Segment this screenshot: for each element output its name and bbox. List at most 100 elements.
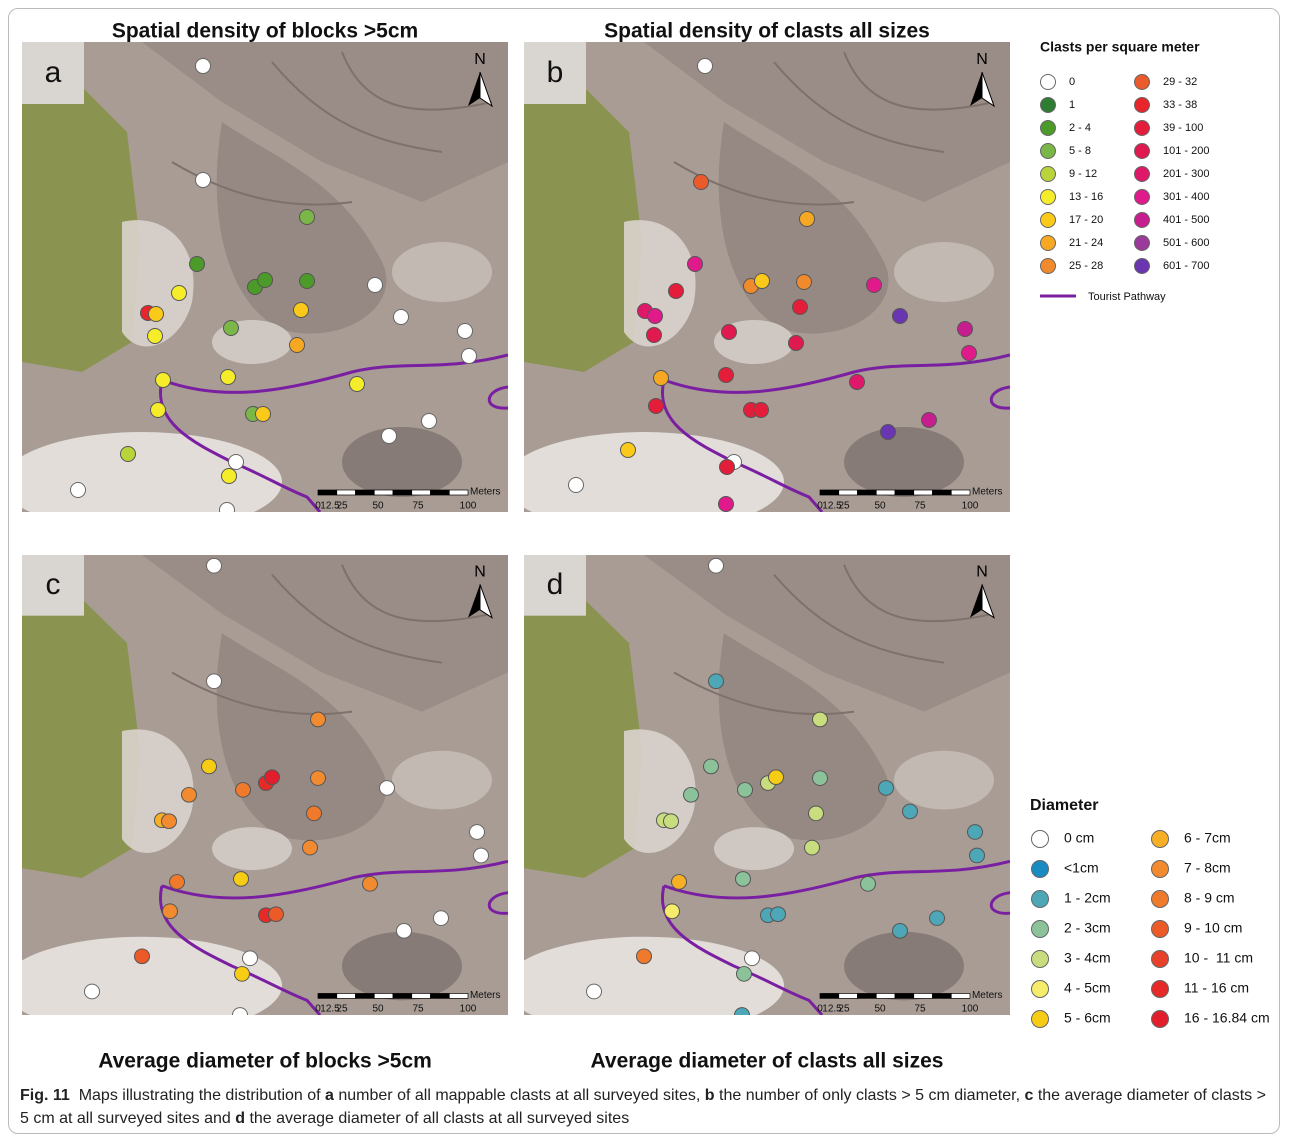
north-label: N — [474, 51, 486, 68]
site-dot — [649, 399, 664, 414]
site-dot — [470, 825, 485, 840]
site-dot — [148, 329, 163, 344]
site-dot — [737, 967, 752, 982]
site-dot — [958, 322, 973, 337]
site-dot — [462, 349, 477, 364]
scale-bar — [933, 490, 952, 495]
site-dot — [422, 414, 437, 429]
scale-bar — [412, 993, 431, 998]
site-dot — [809, 806, 824, 821]
scale-bar — [337, 490, 356, 495]
legend-label: 33 - 38 — [1163, 99, 1197, 111]
site-dot — [307, 806, 322, 821]
site-dot — [149, 307, 164, 322]
site-dot — [694, 175, 709, 190]
scale-unit: Meters — [972, 990, 1003, 1001]
scale-bar — [820, 490, 839, 495]
site-dot — [182, 787, 197, 802]
site-dot — [861, 877, 876, 892]
legend-label: 1 - 2cm — [1064, 890, 1111, 906]
legend-swatch — [1041, 259, 1056, 274]
scale-bar — [839, 993, 858, 998]
site-dot — [382, 429, 397, 444]
legend-label: 7 - 8cm — [1184, 860, 1231, 876]
scale-bar — [933, 993, 952, 998]
site-dot — [243, 951, 258, 966]
legend-swatch — [1032, 951, 1049, 968]
map-panel: dN012.5255075100Meters — [504, 555, 1010, 1035]
legend-title: Clasts per square meter — [1040, 39, 1200, 55]
legend-label: 25 - 28 — [1069, 260, 1103, 272]
site-dot — [922, 413, 937, 428]
legend-label: 501 - 600 — [1163, 237, 1209, 249]
site-dot — [196, 173, 211, 188]
site-dot — [755, 274, 770, 289]
map-panel: cN012.5255075100Meters — [2, 555, 508, 1035]
site-dot — [300, 210, 315, 225]
scale-bar — [393, 993, 412, 998]
legend-swatch — [1135, 259, 1150, 274]
scale-bar — [337, 993, 356, 998]
legend-swatch — [1152, 891, 1169, 908]
caption-panel-ref: b — [705, 1087, 715, 1104]
site-dot — [738, 783, 753, 798]
site-dot — [962, 346, 977, 361]
site-dot — [221, 370, 236, 385]
scale-label: 75 — [412, 501, 424, 512]
site-dot — [735, 1008, 750, 1023]
map-panel: bN012.5255075100Meters — [504, 42, 1010, 532]
site-dot — [170, 875, 185, 890]
legend-label: 29 - 32 — [1163, 76, 1197, 88]
site-dot — [222, 469, 237, 484]
legend-label: 9 - 12 — [1069, 168, 1097, 180]
legend-label: <1cm — [1064, 860, 1099, 876]
legend-swatch — [1041, 167, 1056, 182]
site-dot — [196, 59, 211, 74]
scale-label: 50 — [874, 501, 886, 512]
legend-label: 0 — [1069, 76, 1075, 88]
panel-letter: b — [547, 56, 564, 89]
legend-label: 401 - 500 — [1163, 214, 1209, 226]
site-dot — [458, 324, 473, 339]
page: {"panels": [ {"letter": "a", "title": "S… — [0, 0, 1290, 1143]
scale-bar — [449, 993, 468, 998]
legend-label: 2 - 4 — [1069, 122, 1091, 134]
site-dot — [771, 907, 786, 922]
site-dot — [190, 257, 205, 272]
legend-label: 8 - 9 cm — [1184, 890, 1235, 906]
legend-swatch — [1135, 144, 1150, 159]
scale-bar — [356, 993, 375, 998]
site-dot — [893, 309, 908, 324]
site-dot — [813, 712, 828, 727]
site-dot — [303, 840, 318, 855]
scale-label: 100 — [962, 1004, 979, 1015]
site-dot — [684, 787, 699, 802]
site-dot — [380, 781, 395, 796]
site-dot — [162, 814, 177, 829]
site-dot — [698, 59, 713, 74]
legend-swatch — [1135, 167, 1150, 182]
legend-swatch — [1152, 861, 1169, 878]
site-dot — [745, 951, 760, 966]
site-dot — [709, 558, 724, 573]
caption-text: the number of only clasts > 5 cm diamete… — [715, 1087, 1025, 1104]
site-dot — [224, 321, 239, 336]
legend-label: 101 - 200 — [1163, 145, 1209, 157]
scale-label: 25 — [336, 1004, 348, 1015]
legend-swatch — [1032, 891, 1049, 908]
scale-unit: Meters — [470, 487, 501, 498]
site-dot — [151, 403, 166, 418]
scale-label: 75 — [914, 1004, 926, 1015]
site-dot — [970, 848, 985, 863]
site-dot — [311, 712, 326, 727]
site-dot — [311, 771, 326, 786]
legend-swatch — [1032, 831, 1049, 848]
legend-label: Tourist Pathway — [1088, 291, 1166, 303]
legend-swatch — [1152, 831, 1169, 848]
legend-label: 10 - 11 cm — [1184, 950, 1253, 966]
site-dot — [903, 804, 918, 819]
legend-swatch — [1032, 981, 1049, 998]
scale-bar — [858, 993, 877, 998]
scale-unit: Meters — [972, 487, 1003, 498]
scale-label: 75 — [914, 501, 926, 512]
